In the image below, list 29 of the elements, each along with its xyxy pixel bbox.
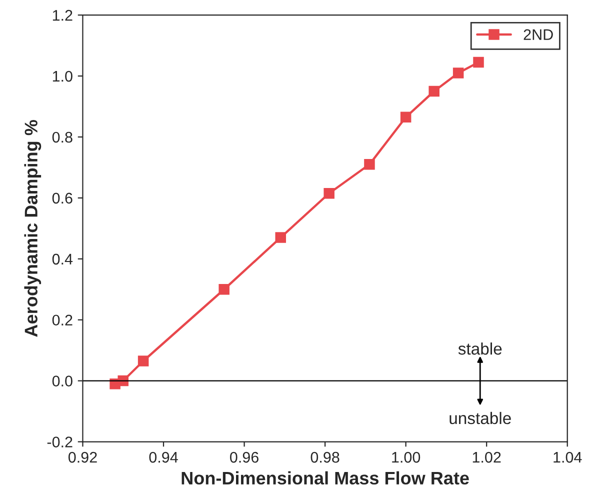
point <box>138 356 149 366</box>
y-axis-title: Aerodynamic Damping % <box>24 120 42 337</box>
point <box>400 112 412 123</box>
x-axis-title: Non-Dimensional Mass Flow Rate <box>182 471 469 485</box>
point <box>275 232 286 243</box>
point <box>364 159 375 170</box>
x-tick-label: 0.98 <box>310 452 340 463</box>
x-tick-label: 1.02 <box>472 452 501 463</box>
y-tick-label: 1.0 <box>52 70 72 82</box>
x-tick-label: 1.00 <box>392 452 420 463</box>
point <box>473 56 484 68</box>
x-tick-label: 0.92 <box>68 452 97 463</box>
x-tick-label: 1.04 <box>554 452 582 463</box>
y-tick-label: 0.4 <box>52 254 73 265</box>
point <box>452 68 464 78</box>
y-tick-label: -0.2 <box>47 436 72 448</box>
annotation: stable <box>458 342 502 355</box>
legend-label: 2ND <box>524 29 553 40</box>
x-tick-label: 0.96 <box>230 452 258 463</box>
y-tick-label: 0.2 <box>52 314 72 326</box>
annotation: unstable <box>450 412 511 424</box>
y-tick-label: 0.6 <box>52 192 72 204</box>
y-tick-label: 1.2 <box>52 10 72 21</box>
point <box>428 86 440 97</box>
point <box>218 284 230 295</box>
y-tick-label: 0.0 <box>52 376 72 386</box>
x-tick-label: 0.94 <box>149 452 178 463</box>
point <box>324 188 334 199</box>
y-tick-label: 0.8 <box>52 132 72 143</box>
